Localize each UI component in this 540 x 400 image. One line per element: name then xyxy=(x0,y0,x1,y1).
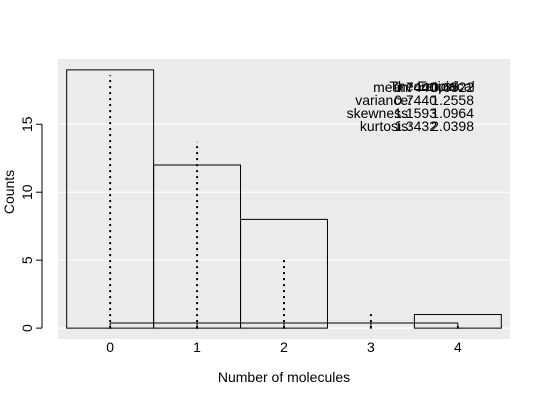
stats-value-theoretical-skewness: 1.1593 xyxy=(394,105,437,121)
stats-header-empirical: Empirical xyxy=(417,78,475,94)
stats-row-label-skewness: skewness: xyxy=(347,105,412,121)
stats-value-empirical-mean: 0.6522 xyxy=(431,79,474,95)
stats-value-empirical-kurtosis: 2.0398 xyxy=(431,118,474,134)
stats-row-label-variance: variance: xyxy=(355,92,412,108)
y-tick-label-0: 0 xyxy=(19,324,35,332)
stats-value-theoretical-kurtosis: 1.3432 xyxy=(394,118,437,134)
x-axis-label: Number of molecules xyxy=(218,369,350,385)
y-axis-label: Counts xyxy=(1,170,17,214)
stats-row-label-kurtosis: kurtosis: xyxy=(360,118,412,134)
x-tick-label-1: 1 xyxy=(193,339,201,355)
axes: 0 1 2 3 4 0 5 10 15 xyxy=(19,116,462,355)
stats-value-theoretical-variance: 0.7440 xyxy=(394,92,437,108)
y-tick-label-3: 15 xyxy=(19,116,35,132)
plot-background xyxy=(58,59,510,339)
stats-header-theoretical: Theoretical xyxy=(389,78,458,94)
stats-value-empirical-variance: 1.2558 xyxy=(431,92,474,108)
stats-value-theoretical-mean: 0.7440 xyxy=(394,79,437,95)
x-tick-label-2: 2 xyxy=(280,339,288,355)
stats-value-empirical-skewness: 1.0964 xyxy=(431,105,474,121)
x-tick-label-4: 4 xyxy=(454,339,462,355)
y-tick-label-1: 5 xyxy=(19,256,35,264)
y-tick-label-2: 10 xyxy=(19,184,35,200)
x-tick-label-0: 0 xyxy=(106,339,114,355)
stats-row-label-mean: mean: xyxy=(373,79,412,95)
x-tick-label-3: 3 xyxy=(367,339,375,355)
